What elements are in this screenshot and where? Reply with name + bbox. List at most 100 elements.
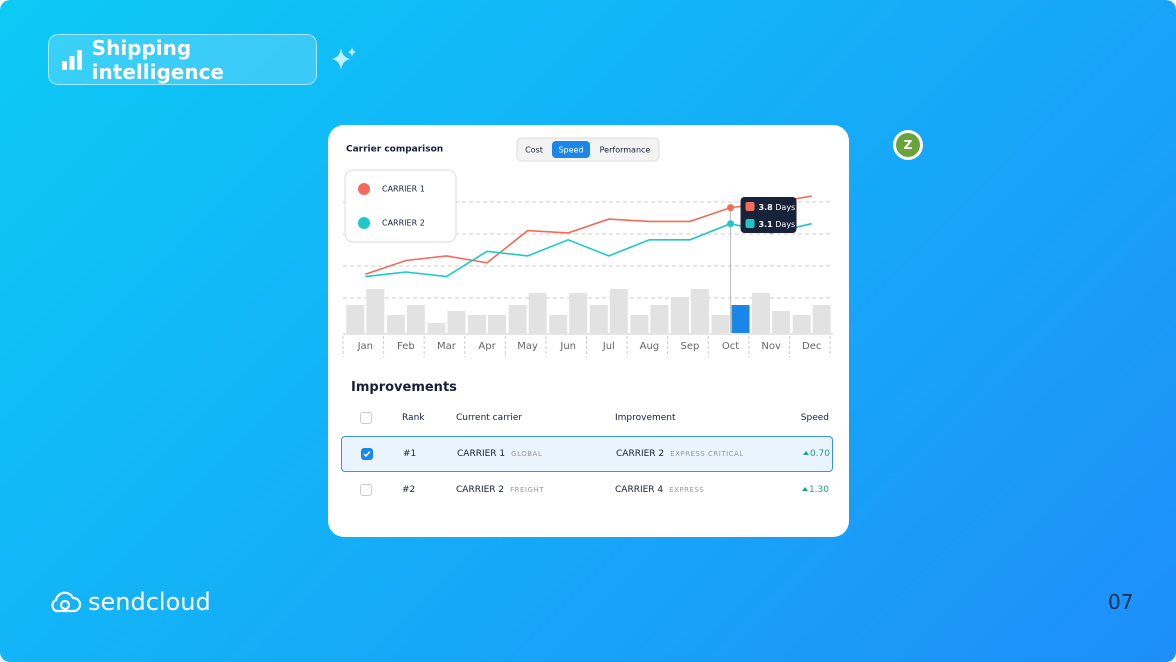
avatar[interactable]: Z xyxy=(893,130,923,160)
tooltip-unit: Days xyxy=(775,220,795,229)
header-title: Shipping intelligence xyxy=(91,35,224,84)
triangle xyxy=(801,487,808,491)
col-header: Speed xyxy=(800,413,829,423)
line xyxy=(365,195,812,276)
carrier: CARRIER 2 xyxy=(456,485,505,495)
bar xyxy=(406,305,425,333)
avatar-initial: Z xyxy=(896,133,920,157)
bar xyxy=(508,305,527,333)
improvement-tag: EXPRESS xyxy=(669,486,705,494)
cell xyxy=(341,484,402,496)
bar xyxy=(346,305,365,333)
cell: CARRIER 2 EXPRESS CRITICAL xyxy=(616,449,786,459)
legend-swatch xyxy=(358,183,370,195)
brand: sendcloud xyxy=(48,588,211,616)
carrier-tag: FREIGHT xyxy=(510,486,544,494)
bar xyxy=(690,289,709,333)
point xyxy=(727,204,735,212)
tooltip-value: 3.1 xyxy=(759,220,774,229)
cell: 1.30 xyxy=(785,485,829,495)
bar xyxy=(366,289,385,333)
x-tick-label: Sep xyxy=(681,341,700,352)
bar xyxy=(549,315,568,333)
legend-swatch xyxy=(358,217,370,229)
bar xyxy=(609,289,628,333)
table-row[interactable]: #1 CARRIER 1 GLOBAL CARRIER 2 EXPRESS CRITIC… xyxy=(341,436,833,472)
improvement-tag: EXPRESS CRITICAL xyxy=(670,450,744,458)
chart-icon xyxy=(62,49,82,70)
bar xyxy=(528,293,547,333)
col-header: Rank xyxy=(402,413,425,423)
chart-title: Carrier comparison xyxy=(346,145,443,155)
legend-label: CARRIER 1 xyxy=(382,185,425,194)
improvements-table: Improvements Rank Current carrier Improv… xyxy=(341,380,833,508)
table-title: Improvements xyxy=(351,380,457,395)
legend-label: CARRIER 2 xyxy=(382,219,425,228)
x-tick-label: Dec xyxy=(802,341,821,352)
tab[interactable]: Performance xyxy=(600,146,651,155)
bar xyxy=(650,305,669,333)
cell: 0.70 xyxy=(786,449,830,459)
x-tick-label: Oct xyxy=(722,341,739,352)
x-tick-label: Jul xyxy=(602,341,615,352)
checkbox[interactable] xyxy=(361,448,373,460)
bar xyxy=(468,315,487,333)
bar xyxy=(711,315,730,333)
bar xyxy=(812,305,831,333)
point xyxy=(727,220,735,228)
x-tick-label: Aug xyxy=(640,341,660,352)
tab[interactable]: Speed xyxy=(558,146,583,155)
bar xyxy=(386,315,405,333)
logo xyxy=(51,591,82,613)
carrier-tag: GLOBAL xyxy=(511,450,543,458)
tab[interactable]: Cost xyxy=(525,146,543,155)
x-tick-label: May xyxy=(517,341,538,352)
table-row[interactable]: #2 CARRIER 2 FREIGHT CARRIER 4 EXPRESS 1.30 xyxy=(341,472,833,508)
bar xyxy=(670,297,689,333)
brand-name: sendcloud xyxy=(88,588,211,616)
page-number: 07 xyxy=(1108,590,1134,614)
checkbox[interactable] xyxy=(360,484,372,496)
bar xyxy=(630,315,649,333)
up-arrow xyxy=(801,485,809,495)
carrier: CARRIER 1 xyxy=(457,449,506,459)
tooltip-swatch xyxy=(745,219,755,228)
cell: CARRIER 4 EXPRESS xyxy=(615,485,785,495)
x-tick-label: Mar xyxy=(437,341,457,352)
table-body: #1 CARRIER 1 GLOBAL CARRIER 2 EXPRESS CRITIC… xyxy=(341,436,833,508)
x-tick-label: Feb xyxy=(397,341,415,352)
table-header: Rank Current carrier Improvement Speed xyxy=(341,400,833,436)
tooltip-value: 3.8 xyxy=(759,203,774,212)
rank: #1 xyxy=(403,449,417,459)
tab-active xyxy=(552,141,590,158)
tooltip-label: 3.1 Days xyxy=(759,220,796,229)
x-tick-label: Nov xyxy=(761,341,781,352)
cell xyxy=(342,448,403,460)
triangle xyxy=(802,451,809,455)
bar xyxy=(792,315,811,333)
check xyxy=(363,451,371,458)
x-tick-label: Apr xyxy=(478,341,496,352)
header-pill: Shipping intelligence xyxy=(48,34,317,85)
bar xyxy=(447,311,466,333)
rank: #2 xyxy=(402,485,416,495)
x-tick-label: Jun xyxy=(559,341,576,352)
cell: CARRIER 2 FREIGHT xyxy=(456,485,615,495)
col-header: Current carrier xyxy=(456,413,523,423)
col-header: Improvement xyxy=(615,413,676,423)
speed: 1.30 xyxy=(808,485,829,495)
tooltip-label: 3.8 Days xyxy=(759,203,796,212)
bar xyxy=(731,305,750,333)
tooltip-swatch xyxy=(745,202,755,211)
checkbox[interactable] xyxy=(360,412,372,424)
tooltip-unit: Days xyxy=(775,203,795,212)
improvement: CARRIER 4 xyxy=(615,485,664,495)
x-tick-label: Jan xyxy=(357,341,373,352)
bar xyxy=(752,293,771,333)
line xyxy=(365,222,812,278)
up-arrow xyxy=(802,449,810,459)
speed: 0.70 xyxy=(809,449,830,459)
improvement: CARRIER 2 xyxy=(616,449,665,459)
